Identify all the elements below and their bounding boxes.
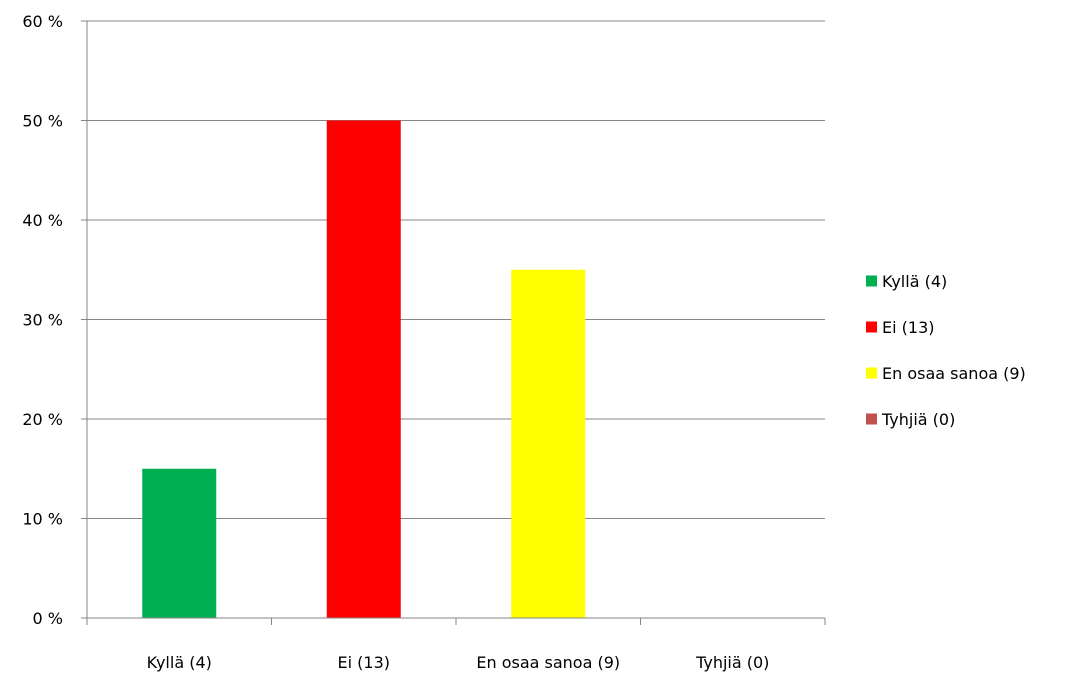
legend-label: Tyhjiä (0) bbox=[881, 410, 955, 429]
bar bbox=[511, 269, 586, 618]
legend-swatch bbox=[866, 413, 877, 425]
legend-label: Ei (13) bbox=[882, 318, 934, 337]
legend-swatch bbox=[866, 367, 877, 379]
gridlines bbox=[87, 20, 825, 519]
y-tick-label: 40 % bbox=[22, 211, 63, 230]
y-tick-label: 10 % bbox=[22, 510, 63, 529]
x-tick-label: Tyhjiä (0) bbox=[695, 653, 769, 672]
legend-item: Kyllä (4) bbox=[866, 272, 947, 291]
legend-item: En osaa sanoa (9) bbox=[866, 364, 1026, 383]
legend-label: En osaa sanoa (9) bbox=[882, 364, 1026, 383]
x-tick-label: Kyllä (4) bbox=[147, 653, 212, 672]
y-tick-label: 0 % bbox=[33, 609, 63, 628]
legend-label: Kyllä (4) bbox=[882, 272, 947, 291]
legend-swatch bbox=[866, 275, 877, 287]
legend-item: Tyhjiä (0) bbox=[866, 410, 955, 429]
y-tick-label: 50 % bbox=[22, 112, 63, 131]
y-tick-label: 30 % bbox=[22, 311, 63, 330]
axes bbox=[81, 20, 826, 625]
y-tick-label: 60 % bbox=[22, 12, 63, 31]
bar bbox=[142, 468, 217, 618]
legend-swatch bbox=[866, 321, 877, 333]
x-tick-label: Ei (13) bbox=[338, 653, 390, 672]
x-tick-label: En osaa sanoa (9) bbox=[476, 653, 620, 672]
axis-labels: 0 % 10 % 20 % 30 % 40 % 50 % 60 % Kyllä (4) Ei (… bbox=[22, 12, 769, 672]
y-tick-label: 20 % bbox=[22, 410, 63, 429]
legend: Kyllä (4) Ei (13) En osaa sanoa (9) Tyhjiä … bbox=[866, 272, 1026, 429]
bars bbox=[142, 120, 586, 618]
bar bbox=[326, 120, 401, 618]
legend-item: Ei (13) bbox=[866, 318, 934, 337]
